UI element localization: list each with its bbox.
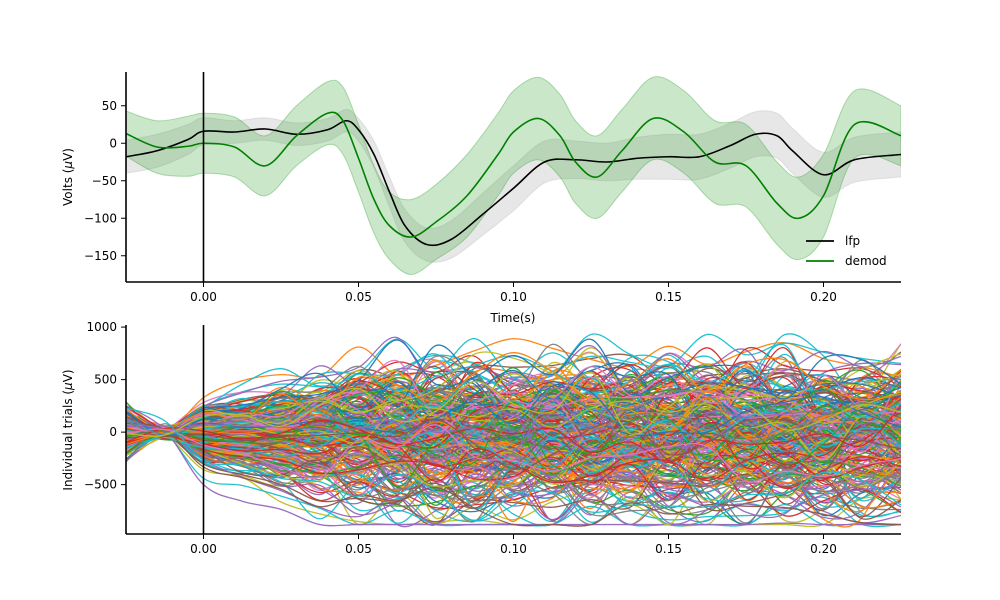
x-tick-label: 0.10: [500, 290, 527, 304]
top-y-ticks: 50 0 −50 −100 −150: [84, 99, 126, 263]
y-tick-label: −500: [84, 478, 117, 492]
trial-lines: [126, 333, 901, 528]
trial-line: [126, 424, 901, 483]
y-tick-label: −100: [84, 211, 117, 225]
series-line-demod: [126, 111, 901, 238]
legend: lfp demod: [806, 234, 887, 268]
trial-line: [126, 400, 901, 461]
x-tick-label: 0.20: [810, 542, 837, 556]
trial-line: [126, 405, 901, 519]
trial-line: [126, 408, 901, 474]
x-tick-label: 0.00: [190, 290, 217, 304]
x-tick-label: 0.20: [810, 290, 837, 304]
top-y-axis-label: Volts (μV): [61, 148, 75, 206]
trial-line: [126, 375, 901, 472]
trial-line: [126, 333, 901, 431]
y-tick-label: 50: [102, 99, 117, 113]
x-tick-label: 0.15: [655, 290, 682, 304]
series-line-lfp: [126, 119, 901, 247]
trial-line: [126, 371, 901, 437]
trial-line: [126, 407, 901, 522]
y-tick-label: 500: [94, 373, 117, 387]
trial-line: [126, 419, 901, 510]
trial-line: [126, 350, 901, 451]
bottom-y-axis-label: Individual trials (μV): [61, 369, 75, 490]
trial-line: [126, 351, 901, 435]
trial-line: [126, 423, 901, 461]
legend-label-demod: demod: [845, 254, 887, 268]
trial-line: [126, 408, 901, 488]
bottom-panel: 0.00 0.05 0.10 0.15 0.20 1000 500 0 −500 Indivi…: [61, 320, 901, 556]
top-panel: 0.00 0.05 0.10 0.15 0.20 50 0 −50 −100 −150 Time…: [61, 72, 901, 325]
y-tick-label: −50: [92, 174, 117, 188]
y-tick-label: 1000: [86, 320, 117, 334]
trial-line: [126, 383, 901, 470]
trial-line: [126, 352, 901, 442]
x-tick-label: 0.05: [345, 290, 372, 304]
band-lfp: [126, 108, 901, 263]
x-tick-label: 0.15: [655, 542, 682, 556]
x-tick-label: 0.05: [345, 542, 372, 556]
trial-line: [126, 400, 901, 443]
trial-line: [126, 431, 901, 523]
trial-line: [126, 422, 901, 527]
trial-line: [126, 383, 901, 437]
trial-line: [126, 417, 901, 470]
trial-line: [126, 406, 901, 474]
trial-line: [126, 347, 901, 439]
legend-label-lfp: lfp: [845, 234, 860, 248]
x-tick-label: 0.00: [190, 542, 217, 556]
trial-line: [126, 380, 901, 440]
top-x-axis-label: Time(s): [490, 311, 536, 325]
trial-line: [126, 404, 901, 470]
top-confidence-bands: [126, 76, 901, 276]
trial-line: [126, 338, 901, 439]
top-series-lines: [126, 111, 901, 247]
top-x-ticks: 0.00 0.05 0.10 0.15 0.20: [190, 282, 837, 304]
x-tick-label: 0.10: [500, 542, 527, 556]
trial-line: [126, 424, 901, 528]
trial-line: [126, 414, 901, 471]
bottom-x-ticks: 0.00 0.05 0.10 0.15 0.20: [190, 534, 837, 556]
y-tick-label: 0: [109, 425, 117, 439]
bottom-y-ticks: 1000 500 0 −500: [84, 320, 126, 492]
trial-line: [126, 407, 901, 464]
y-tick-label: −150: [84, 249, 117, 263]
trial-line: [126, 425, 901, 502]
trial-line: [126, 405, 901, 463]
trial-line: [126, 429, 901, 526]
trial-line: [126, 422, 901, 509]
trial-line: [126, 391, 901, 467]
band-demod: [126, 76, 901, 276]
y-tick-label: 0: [109, 136, 117, 150]
trial-line: [126, 412, 901, 484]
